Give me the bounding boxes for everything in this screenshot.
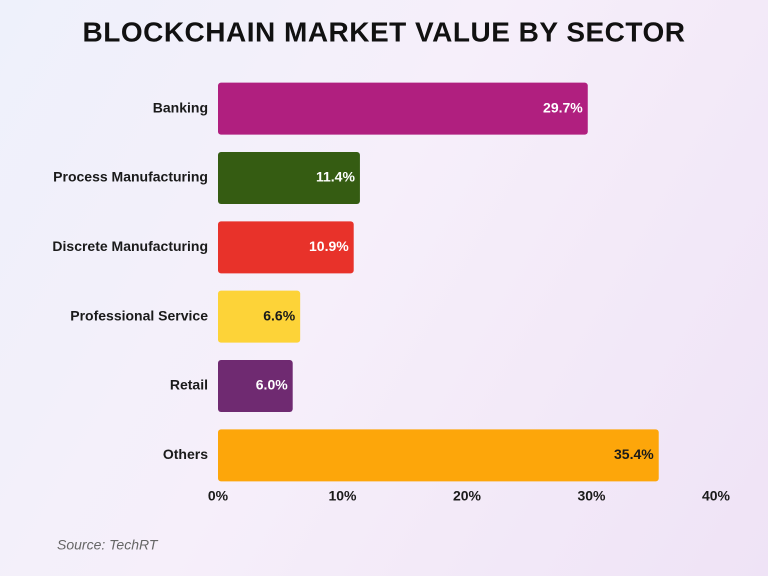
- y-tick-label: Discrete Manufacturing: [52, 238, 208, 254]
- x-tick-label: 30%: [577, 488, 606, 504]
- bar: [218, 290, 301, 343]
- bar: [218, 82, 588, 135]
- x-tick-label: 40%: [702, 488, 731, 504]
- value-label: 6.0%: [256, 377, 288, 393]
- y-tick-label: Professional Service: [70, 307, 208, 323]
- value-label: 6.6%: [263, 307, 295, 323]
- chart-title: BLOCKCHAIN MARKET VALUE BY SECTOR: [83, 16, 686, 47]
- y-tick-label: Retail: [170, 377, 208, 393]
- bar: [218, 429, 659, 482]
- y-tick-label: Others: [163, 446, 208, 462]
- bar: [218, 360, 293, 412]
- value-label: 10.9%: [309, 238, 349, 254]
- x-tick-label: 0%: [208, 488, 229, 504]
- bar: [218, 152, 360, 204]
- x-tick-label: 10%: [328, 488, 357, 504]
- bar: [218, 221, 354, 274]
- source-note: Source: TechRT: [57, 537, 159, 553]
- y-tick-label: Banking: [153, 99, 208, 115]
- value-label: 11.4%: [316, 169, 355, 185]
- y-tick-label: Process Manufacturing: [53, 169, 208, 185]
- x-tick-label: 20%: [453, 488, 482, 504]
- value-label: 35.4%: [614, 446, 654, 462]
- value-label: 29.7%: [543, 99, 583, 115]
